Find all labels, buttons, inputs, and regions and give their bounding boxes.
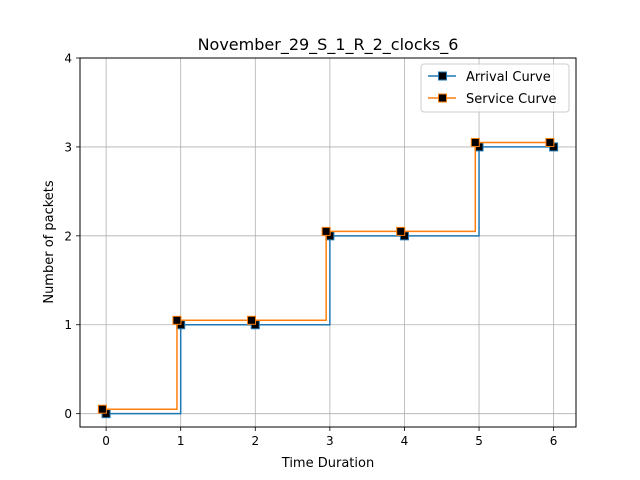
x-tick-label: 6 — [550, 434, 558, 448]
y-tick-label: 3 — [64, 140, 72, 154]
legend-label-service: Service Curve — [466, 92, 557, 107]
data-point-service-curve — [321, 226, 331, 236]
axes-frame — [79, 57, 577, 428]
data-point-service-curve — [247, 315, 257, 325]
x-tick-label: 5 — [475, 434, 483, 448]
x-axis-label: Time Duration — [281, 456, 374, 471]
x-tick-label: 1 — [177, 434, 185, 448]
legend-marker-arrival — [438, 71, 447, 81]
legend-label-arrival: Arrival Curve — [466, 70, 551, 85]
data-point-service-curve — [97, 404, 107, 414]
data-point-service-curve — [545, 137, 555, 147]
legend: Arrival Curve Service Curve — [420, 63, 570, 113]
x-tick-label: 3 — [326, 434, 334, 448]
axis-ticks: 0 1 2 3 4 5 6 0 1 2 3 4 — [64, 52, 557, 449]
y-tick-label: 4 — [64, 52, 72, 66]
y-tick-label: 1 — [64, 318, 72, 332]
chart-title: November_29_S_1_R_2_clocks_6 — [198, 35, 459, 55]
x-tick-label: 0 — [102, 434, 110, 448]
y-tick-label: 2 — [64, 229, 72, 243]
legend-frame — [420, 63, 570, 113]
data-point-service-curve — [172, 315, 182, 325]
y-tick-label: 0 — [64, 407, 72, 421]
y-axis-label: Number of packets — [42, 180, 57, 304]
x-tick-label: 4 — [401, 434, 409, 448]
x-tick-label: 2 — [251, 434, 259, 448]
data-point-service-curve — [396, 226, 406, 236]
legend-marker-service — [438, 93, 447, 103]
data-point-service-curve — [470, 137, 480, 147]
series-line-service-curve — [102, 141, 550, 410]
plot-series — [97, 137, 559, 419]
series-line-arrival-curve — [106, 146, 554, 415]
